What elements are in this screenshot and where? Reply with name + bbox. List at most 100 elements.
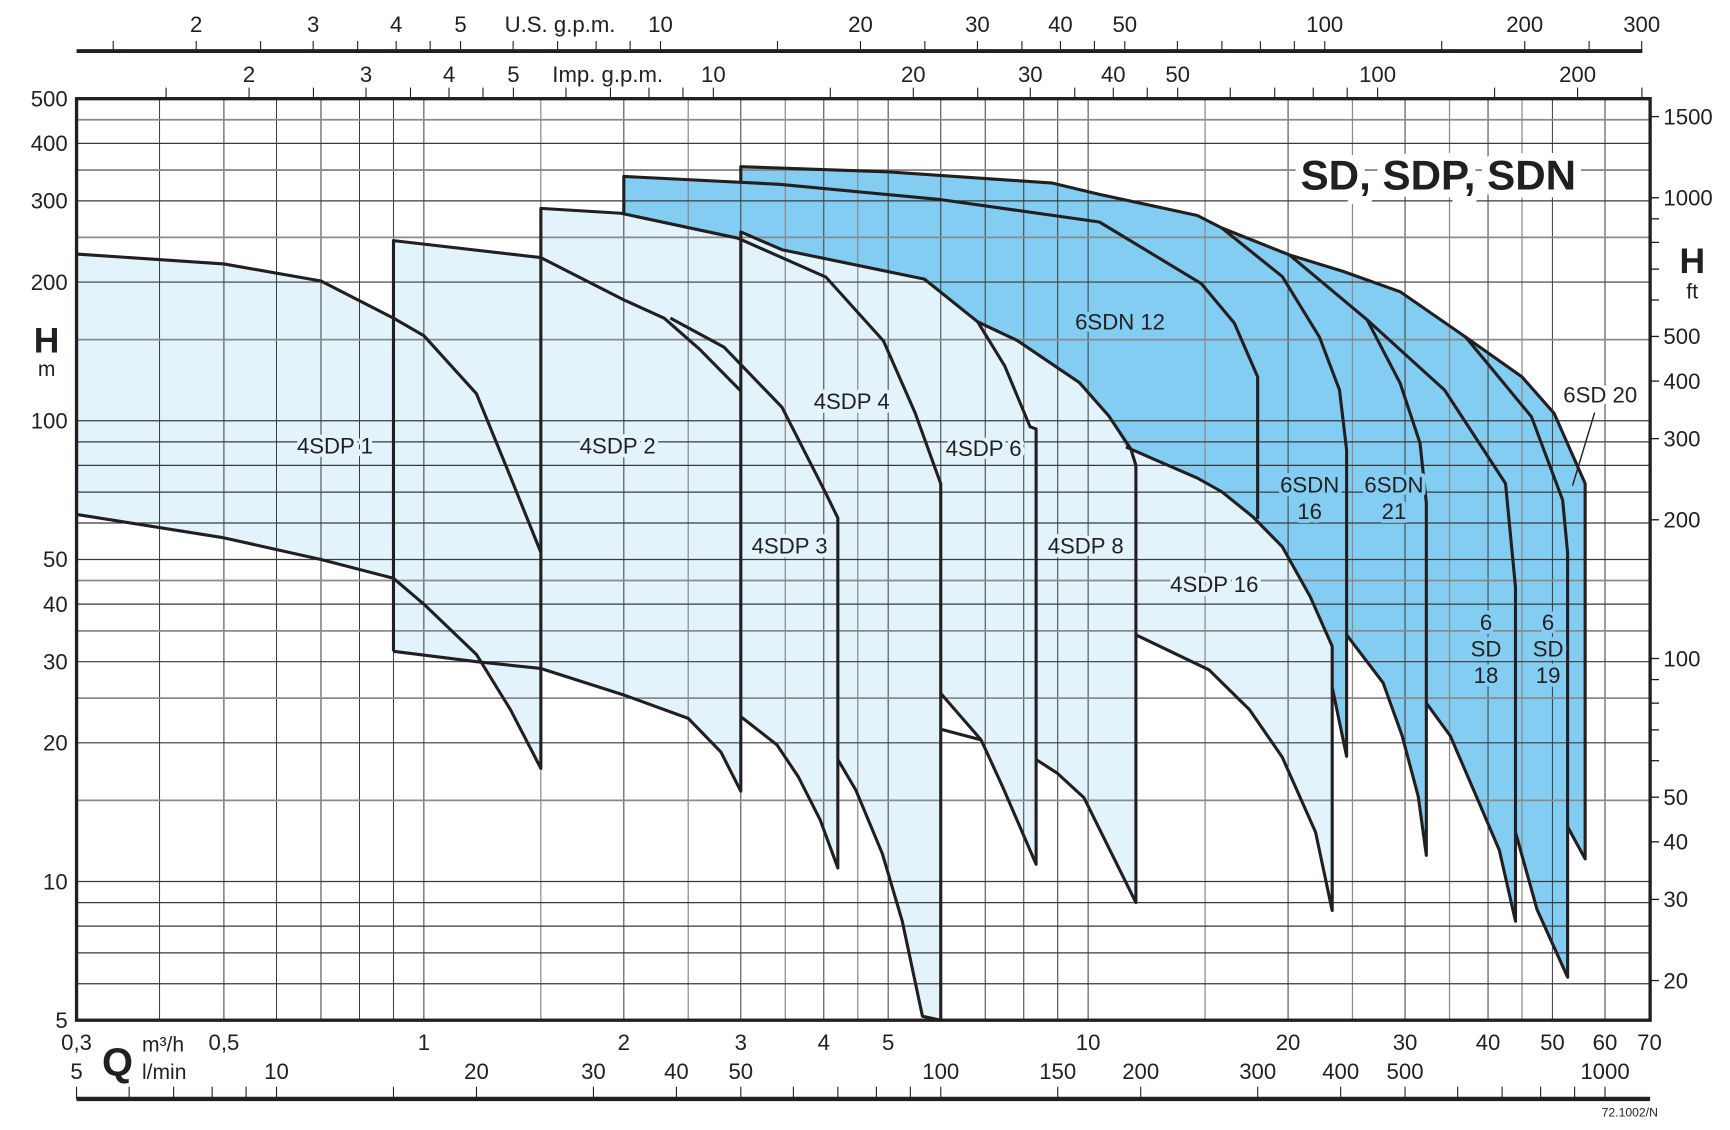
series-label-6-sd-18: 18 <box>1474 663 1499 688</box>
x-tick-label-m3h: 0,3 <box>61 1030 92 1055</box>
grid-layer <box>76 98 1651 1021</box>
y-tick-label-m: 200 <box>31 270 68 295</box>
y-tick-label-ft: 300 <box>1663 426 1700 451</box>
x-tick-label-imp-gpm: 3 <box>360 62 372 87</box>
y-axis-unit-left: m <box>38 358 56 381</box>
curve-4sdp-1 <box>76 252 543 770</box>
curve-4sdp-8 <box>977 320 1138 905</box>
y-tick-label-m: 50 <box>43 547 68 572</box>
series-label-6-sd-19: SD <box>1533 636 1564 661</box>
x-axis-symbol: Q <box>102 1041 133 1085</box>
x-tick-label-m3h: 1 <box>418 1030 430 1055</box>
x-tick-label-m3h: 5 <box>882 1030 894 1055</box>
y-tick-label-ft: 30 <box>1663 887 1688 912</box>
x-tick-label-m3h: 50 <box>1540 1030 1565 1055</box>
y-tick-label-ft: 500 <box>1663 324 1700 349</box>
series-label-4sdp-6: 4SDP 6 <box>946 436 1022 461</box>
x-tick-label-us-gpm: 20 <box>848 12 873 37</box>
x-tick-label-us-gpm: 10 <box>648 12 673 37</box>
y-axis-symbol-left: H <box>34 321 60 361</box>
y-tick-label-ft: 1000 <box>1663 185 1712 210</box>
x-tick-label-us-gpm: 30 <box>965 12 990 37</box>
x-tick-label-lmin: 500 <box>1387 1059 1424 1084</box>
curve-6-sd-19 <box>1464 336 1570 979</box>
series-label-6-sd-19: 6 <box>1542 610 1554 635</box>
series-label-4sdp-4: 4SDP 4 <box>814 389 890 414</box>
series-label-6sdn-16: 6SDN <box>1280 472 1339 497</box>
x-tick-label-lmin: 5 <box>70 1059 82 1084</box>
y-tick-label-ft: 40 <box>1663 830 1688 855</box>
curve-layer <box>76 165 1587 1022</box>
x-tick-label-lmin: 10 <box>264 1059 289 1084</box>
curve-6sdn-21 <box>1288 253 1428 857</box>
fill-6sd-sdn-region <box>620 166 1586 978</box>
x-axis-unit-m3h: m³/h <box>142 1033 184 1056</box>
fill-4sdp-2 <box>393 240 741 792</box>
series-label-6sdn-21: 21 <box>1382 499 1407 524</box>
y-tick-label-m: 40 <box>43 592 68 617</box>
y-tick-label-ft: 100 <box>1663 646 1700 671</box>
series-label-6-sd-18: SD <box>1471 636 1502 661</box>
y-tick-label-m: 20 <box>43 731 68 756</box>
x-tick-label-m3h: 3 <box>735 1030 747 1055</box>
series-label-6sdn-21: 6SDN <box>1364 472 1423 497</box>
x-axis-unit-lmin: l/min <box>142 1061 186 1084</box>
x-tick-label-imp-gpm: 200 <box>1559 62 1596 87</box>
series-label-4sdp-16: 4SDP 16 <box>1170 572 1258 597</box>
series-label-6sd-20: 6SD 20 <box>1563 383 1637 408</box>
curve-6-sd-18 <box>1366 318 1518 923</box>
curve-6sdn-12 <box>622 174 1260 519</box>
series-label-4sdp-1: 4SDP 1 <box>297 434 373 459</box>
x-tick-label-m3h: 70 <box>1637 1030 1662 1055</box>
y-tick-label-m: 400 <box>31 131 68 156</box>
x-tick-label-m3h: 60 <box>1593 1030 1618 1055</box>
x-tick-label-us-gpm: 5 <box>454 12 466 37</box>
y-tick-label-ft: 50 <box>1663 785 1688 810</box>
x-tick-label-m3h: 20 <box>1276 1030 1301 1055</box>
x-tick-label-lmin: 150 <box>1039 1059 1076 1084</box>
x-tick-label-m3h: 40 <box>1476 1030 1501 1055</box>
x-tick-label-lmin: 50 <box>728 1059 753 1084</box>
x-tick-label-imp-gpm: 100 <box>1359 62 1396 87</box>
x-tick-label-m3h: 4 <box>818 1030 830 1055</box>
x-tick-label-lmin: 200 <box>1122 1059 1159 1084</box>
y-tick-label-m: 100 <box>31 409 68 434</box>
y-tick-label-ft: 20 <box>1663 968 1688 993</box>
x-tick-label-us-gpm: 40 <box>1048 12 1073 37</box>
y-axis-unit-right: ft <box>1686 280 1698 303</box>
y-tick-label-m: 500 <box>31 86 68 111</box>
x-tick-label-us-gpm: 50 <box>1112 12 1137 37</box>
series-label-6sdn-12: 6SDN 12 <box>1075 309 1165 334</box>
curve-6sdn-16 <box>1220 226 1349 758</box>
curve-4sdp-3 <box>669 316 840 870</box>
curve-4sdp-16 <box>1125 445 1334 913</box>
fill-4sdp-16 <box>1125 447 1333 911</box>
x-tick-label-imp-gpm: 30 <box>1018 62 1043 87</box>
curve-6sd-20 <box>739 165 1587 861</box>
y-tick-label-ft: 400 <box>1663 369 1700 394</box>
x-tick-label-us-gpm: 4 <box>390 12 402 37</box>
series-label-6-sd-18: 6 <box>1480 610 1492 635</box>
y-tick-label-ft: 1500 <box>1663 104 1712 129</box>
x-tick-label-lmin: 300 <box>1239 1059 1276 1084</box>
label-leader-6sd-20 <box>1571 412 1596 486</box>
x-tick-label-imp-gpm: 4 <box>443 62 455 87</box>
curve-4sdp-4 <box>539 206 943 1022</box>
curve-4sdp-6 <box>739 230 1038 866</box>
series-label-layer: 4SDP 1 4SDP 2 4SDP 3 4SDP 4 4SDP 6 4SDP 8 4SDP… <box>293 305 1641 692</box>
x-tick-label-m3h: 30 <box>1393 1030 1418 1055</box>
plot-border <box>74 97 1652 1022</box>
fill-layer <box>76 166 1586 1021</box>
top-axis-unit-imp-gpm: Imp. g.p.m. <box>552 62 663 87</box>
x-tick-label-lmin: 1000 <box>1580 1059 1629 1084</box>
x-tick-label-imp-gpm: 5 <box>507 62 519 87</box>
x-tick-label-us-gpm: 200 <box>1506 12 1543 37</box>
x-tick-label-lmin: 30 <box>581 1059 606 1084</box>
x-tick-label-imp-gpm: 2 <box>243 62 255 87</box>
x-tick-label-us-gpm: 3 <box>307 12 319 37</box>
y-axis-symbol-right: H <box>1679 241 1705 281</box>
y-tick-label-m: 5 <box>55 1008 67 1033</box>
x-tick-label-us-gpm: 300 <box>1623 12 1660 37</box>
chart-title: SD, SDP, SDN <box>1301 152 1576 199</box>
